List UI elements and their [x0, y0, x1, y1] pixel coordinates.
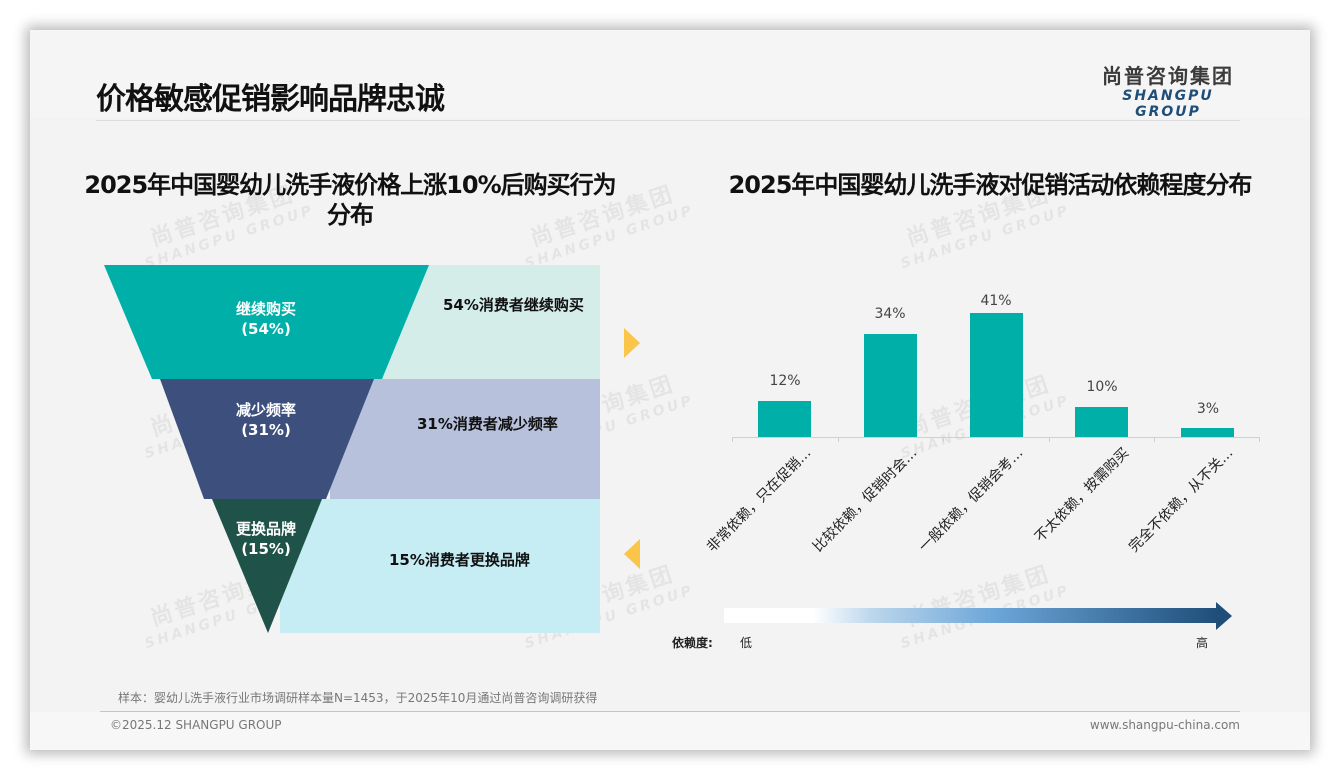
axis-tick: [1049, 437, 1050, 442]
x-label: 一般依赖，促销会考…: [916, 445, 1027, 556]
funnel-label-reduce: 减少频率 (31%): [235, 401, 296, 439]
bar-moderately-dependent: [970, 313, 1023, 437]
bar-slightly-dependent: [1075, 407, 1128, 437]
bar-value: 41%: [980, 293, 1012, 309]
footer-band: [30, 712, 1310, 750]
axis-tick: [1154, 437, 1155, 442]
x-label: 不太依赖，按需购买: [1031, 445, 1133, 546]
legend-label: 依赖度:: [672, 636, 713, 650]
title-divider: [96, 120, 1240, 121]
arrow-right-icon: [624, 328, 640, 358]
axis-tick: [943, 437, 944, 442]
funnel-desc-reduce: 31%消费者减少频率: [417, 415, 558, 433]
website-link[interactable]: www.shangpu-china.com: [1089, 718, 1240, 732]
x-label: 比较依赖，促销时会…: [810, 445, 921, 556]
funnel-label-continue: 继续购买 (54%): [235, 300, 296, 338]
axis-tick: [1259, 437, 1260, 442]
bar-very-dependent: [758, 401, 811, 437]
funnel-segment-reduce: [160, 379, 374, 499]
x-label: 非常依赖，只在促销…: [704, 445, 815, 556]
company-logo: 尚普咨询集团 SHANGPU GROUP: [1088, 64, 1248, 120]
funnel-segment-continue: [104, 265, 429, 379]
logo-en-text: SHANGPU GROUP: [1122, 88, 1214, 120]
bar-value: 34%: [874, 306, 906, 322]
gradient-arrow-head-icon: [1216, 602, 1232, 630]
dependency-gradient-bar: [724, 608, 1218, 623]
sample-footnote: 样本：婴幼儿洗手液行业市场调研样本量N=1453，于2025年10月通过尚普咨询…: [118, 691, 598, 705]
funnel-desc-continue: 54%消费者继续购买: [443, 296, 584, 314]
bar-value: 12%: [769, 373, 801, 389]
funnel-label-switch: 更换品牌 (15%): [235, 520, 296, 558]
axis-tick: [732, 437, 733, 442]
funnel-band-switch: [280, 499, 600, 633]
funnel-segment-switch: [212, 499, 322, 633]
bar-value: 10%: [1086, 379, 1118, 395]
page-title: 价格敏感促销影响品牌忠诚: [96, 82, 445, 117]
arrow-left-icon: [624, 539, 640, 569]
logo-cn-text: 尚普咨询集团: [1102, 64, 1234, 88]
bar-fairly-dependent: [864, 334, 917, 437]
x-label: 完全不依赖，从不关…: [1126, 445, 1237, 556]
legend-low: 低: [740, 636, 753, 650]
bar-not-dependent: [1181, 428, 1234, 437]
slide: 价格敏感促销影响品牌忠诚 尚普咨询集团 SHANGPU GROUP 尚普咨询集团…: [30, 30, 1310, 750]
copyright: ©2025.12 SHANGPU GROUP: [110, 718, 282, 732]
right-chart-title: 2025年中国婴幼儿洗手液对促销活动依赖程度分布: [728, 171, 1253, 199]
footer-divider: [100, 711, 1240, 712]
left-chart-title: 2025年中国婴幼儿洗手液价格上涨10%后购买行为 分布: [84, 171, 616, 229]
funnel-band-reduce: [330, 379, 600, 499]
axis-tick: [838, 437, 839, 442]
funnel-desc-switch: 15%消费者更换品牌: [389, 551, 530, 569]
funnel-chart: [104, 265, 600, 633]
x-axis: [732, 437, 1260, 438]
header-band: [30, 30, 1310, 118]
legend-high: 高: [1196, 636, 1209, 650]
bar-value: 3%: [1196, 401, 1220, 417]
